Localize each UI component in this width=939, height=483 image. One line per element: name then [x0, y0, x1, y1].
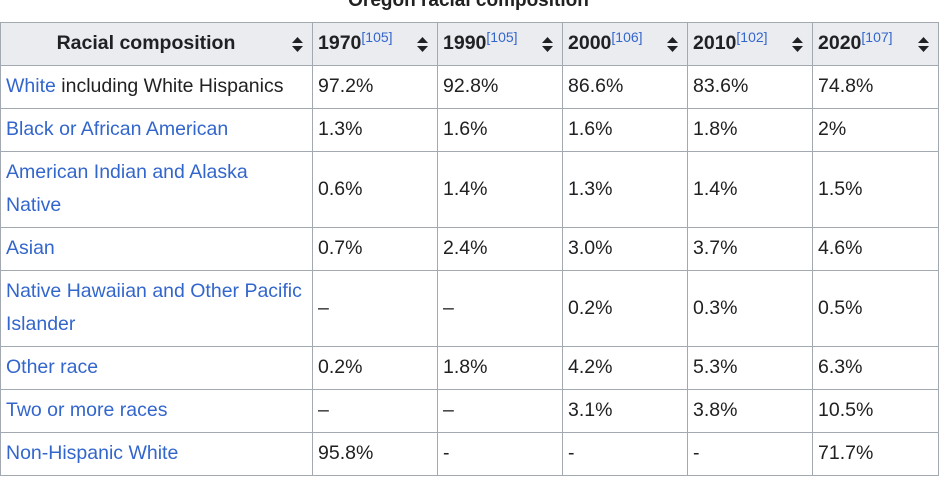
value-cell: 1.8%: [437, 346, 563, 390]
sort-icon: [292, 37, 303, 52]
value-cell: 10.5%: [812, 389, 939, 433]
row-link[interactable]: Black or African American: [6, 118, 229, 140]
row-text: including White Hispanics: [61, 75, 284, 97]
row-label: Asian: [0, 227, 313, 271]
value-cell: 1.5%: [812, 151, 939, 228]
value-cell: 97.2%: [312, 65, 438, 109]
header-row: Racial composition 1970[105] 1990[105] 200…: [0, 22, 939, 66]
value-cell: 1.4%: [437, 151, 563, 228]
sort-icon: [792, 37, 803, 52]
value-cell: 74.8%: [812, 65, 939, 109]
year: 1970: [318, 32, 362, 54]
value-cell: –: [312, 389, 438, 433]
year: 2010: [693, 32, 737, 54]
header-cell[interactable]: 1970[105]: [312, 22, 438, 66]
value-cell: 1.6%: [437, 108, 563, 152]
table-row: Asian 0.7% 2.4% 3.0% 3.7% 4.6%: [0, 227, 939, 271]
header-cell[interactable]: 2010[102]: [687, 22, 813, 66]
row-link[interactable]: White: [6, 75, 56, 97]
value-cell: -: [437, 432, 563, 476]
row-label: Native Hawaiian and Other Pacific Island…: [0, 270, 313, 347]
row-link[interactable]: Other race: [6, 356, 99, 378]
value-cell: 0.6%: [312, 151, 438, 228]
table-row: American Indian and Alaska Native 0.6% 1.4…: [0, 151, 939, 228]
value-cell: 86.6%: [562, 65, 688, 109]
sort-icon: [417, 37, 428, 52]
value-cell: 1.4%: [687, 151, 813, 228]
row-link[interactable]: Native Hawaiian and Other Pacific Island…: [6, 280, 302, 335]
header-cell[interactable]: Racial composition: [0, 22, 313, 66]
row-label: White including White Hispanics: [0, 65, 313, 109]
value-cell: –: [437, 389, 563, 433]
value-cell: 92.8%: [437, 65, 563, 109]
value-cell: 2%: [812, 108, 939, 152]
sort-icon: [667, 37, 678, 52]
row-label: American Indian and Alaska Native: [0, 151, 313, 228]
value-cell: 1.3%: [562, 151, 688, 228]
value-cell: -: [687, 432, 813, 476]
value-cell: –: [437, 270, 563, 347]
row-label: Other race: [0, 346, 313, 390]
value-cell: 4.2%: [562, 346, 688, 390]
table-body: White including White Hispanics 97.2% 92.8…: [0, 65, 939, 476]
table-row: Other race 0.2% 1.8% 4.2% 5.3% 6.3%: [0, 346, 939, 390]
year: 1990: [443, 32, 487, 54]
value-cell: –: [312, 270, 438, 347]
value-cell: 3.7%: [687, 227, 813, 271]
sort-icon: [542, 37, 553, 52]
value-cell: 95.8%: [312, 432, 438, 476]
value-cell: 0.5%: [812, 270, 939, 347]
value-cell: 1.6%: [562, 108, 688, 152]
value-cell: 0.2%: [312, 346, 438, 390]
value-cell: 83.6%: [687, 65, 813, 109]
value-cell: 1.8%: [687, 108, 813, 152]
value-cell: 4.6%: [812, 227, 939, 271]
value-cell: 0.2%: [562, 270, 688, 347]
row-link[interactable]: Two or more races: [6, 399, 168, 421]
row-link[interactable]: Non-Hispanic White: [6, 442, 179, 464]
reference[interactable]: [106]: [611, 29, 643, 45]
header-cell[interactable]: 2000[106]: [562, 22, 688, 66]
row-link[interactable]: Asian: [6, 237, 55, 259]
value-cell: 1.3%: [312, 108, 438, 152]
header-cell[interactable]: 2020[107]: [812, 22, 939, 66]
table-row: Black or African American 1.3% 1.6% 1.6% 1.8…: [0, 108, 939, 152]
value-cell: 5.3%: [687, 346, 813, 390]
row-link[interactable]: American Indian and Alaska Native: [6, 161, 248, 216]
table-row: Two or more races – –3.1% 3.8% 10.5%: [0, 389, 939, 433]
value-cell: 3.1%: [562, 389, 688, 433]
table-row: White including White Hispanics 97.2% 92.8…: [0, 65, 939, 109]
value-cell: 3.8%: [687, 389, 813, 433]
reference[interactable]: [105]: [361, 29, 393, 45]
header-cell[interactable]: 1990[105]: [437, 22, 563, 66]
reference[interactable]: [107]: [861, 29, 893, 45]
value-cell: 0.7%: [312, 227, 438, 271]
year: 2000: [568, 32, 612, 54]
value-cell: -: [562, 432, 688, 476]
reference[interactable]: [102]: [736, 29, 768, 45]
value-cell: 3.0%: [562, 227, 688, 271]
year: 2020: [818, 32, 862, 54]
value-cell: 6.3%: [812, 346, 939, 390]
table-row: Non-Hispanic White 95.8% - - -71.7%: [0, 432, 939, 476]
table-row: Native Hawaiian and Other Pacific Island…: [0, 270, 939, 347]
value-cell: 2.4%: [437, 227, 563, 271]
header-label: Racial composition: [56, 32, 236, 54]
data-table: Racial composition 1970[105] 1990[105] 200…: [0, 22, 939, 476]
table-caption: Oregon racial composition: [348, 0, 589, 11]
sort-icon: [918, 37, 929, 52]
value-cell: 71.7%: [812, 432, 939, 476]
row-label: Black or African American: [0, 108, 313, 152]
reference[interactable]: [105]: [486, 29, 518, 45]
value-cell: 0.3%: [687, 270, 813, 347]
row-label: Non-Hispanic White: [0, 432, 313, 476]
row-label: Two or more races: [0, 389, 313, 433]
